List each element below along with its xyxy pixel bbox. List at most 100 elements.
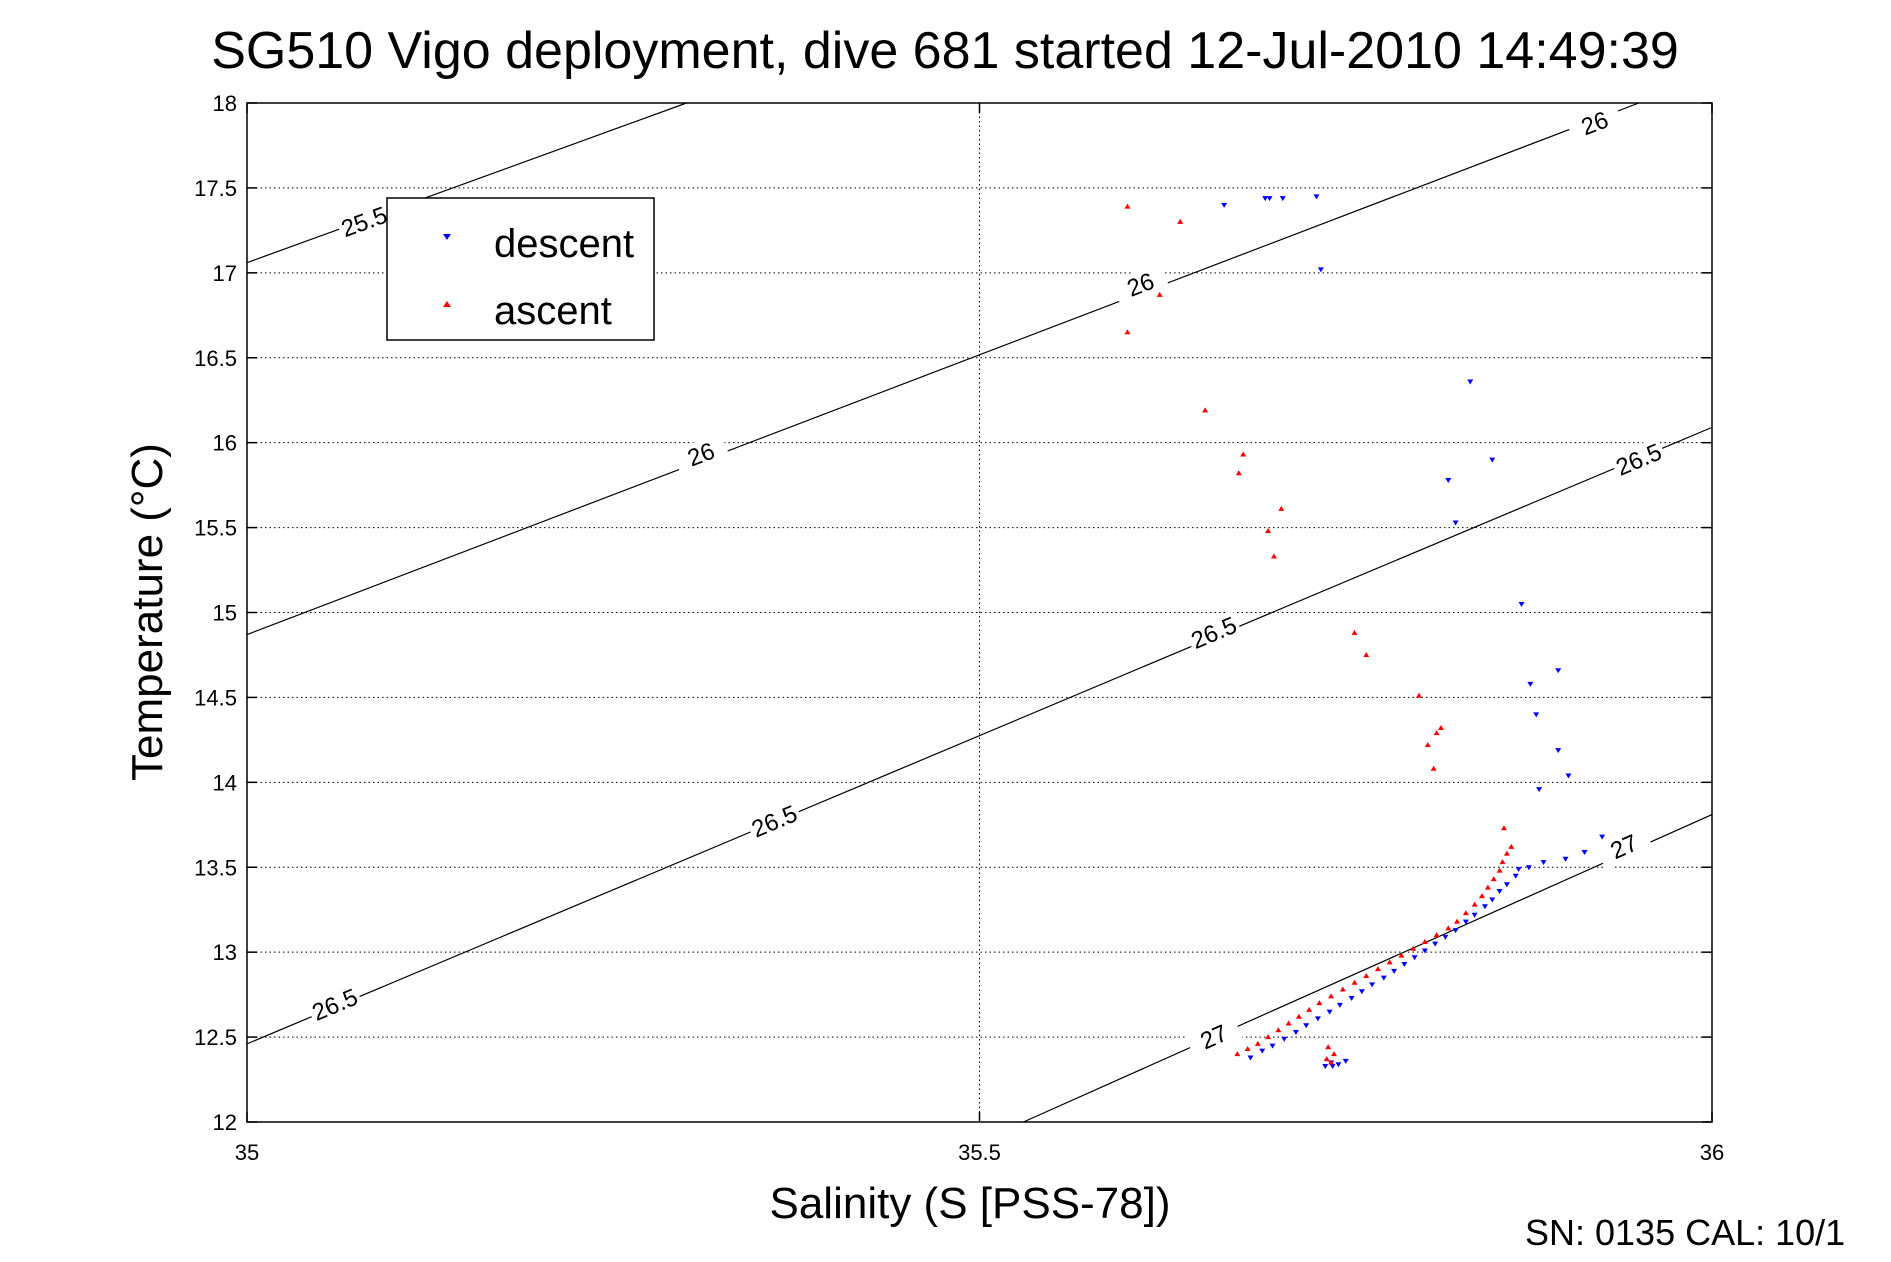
contour-label: 25.5	[338, 202, 391, 243]
descent-point	[1269, 1043, 1276, 1049]
ascent-point	[1445, 925, 1452, 931]
x-tick-label: 35.5	[958, 1140, 1001, 1165]
legend-ascent-label: ascent	[494, 289, 612, 333]
descent-point	[1445, 478, 1452, 484]
ascent-point	[1244, 1045, 1251, 1051]
contour-label-bg	[1565, 101, 1625, 146]
y-tick-label: 12	[213, 1110, 237, 1135]
descent-point	[1358, 989, 1365, 995]
descent-point	[1471, 912, 1478, 918]
contour-label-bg	[1111, 262, 1170, 308]
descent-point	[1421, 948, 1428, 954]
contour-line-26.5	[246, 426, 1713, 1045]
data-points	[1124, 194, 1606, 1069]
legend: descent ascent	[386, 197, 655, 341]
ascent-point	[1421, 938, 1428, 944]
descent-point	[1329, 1063, 1336, 1069]
descent-point	[1527, 681, 1534, 687]
ascent-point	[1398, 952, 1405, 958]
ascent-point	[1433, 730, 1440, 736]
descent-point	[1314, 1016, 1321, 1022]
ascent-point	[1363, 651, 1370, 657]
y-tick-label: 15.5	[194, 516, 237, 541]
ascent-point	[1234, 1051, 1241, 1057]
serial-cal-footer: SN: 0135 CAL: 10/1	[1525, 1212, 1845, 1253]
descent-point	[1342, 1058, 1349, 1064]
ascent-point	[1410, 945, 1417, 951]
ascent-point	[1156, 291, 1163, 297]
descent-point	[1348, 996, 1355, 1002]
ascent-point	[1386, 959, 1393, 965]
descent-point	[1432, 941, 1439, 947]
contour-label: 26.5	[308, 984, 362, 1027]
descent-point	[1262, 196, 1269, 202]
descent-point	[1503, 882, 1510, 888]
y-tick-label: 14	[213, 770, 237, 795]
y-tick-label: 16.5	[194, 346, 237, 371]
ascent-point	[1351, 629, 1358, 635]
ascent-point	[1240, 451, 1247, 457]
contour-label-bg	[1184, 1013, 1244, 1061]
x-axis-ticks: 35 35.5 36	[235, 103, 1724, 1165]
ascent-point	[1416, 692, 1422, 698]
contour-label-bg	[671, 432, 731, 477]
descent-point	[1496, 889, 1503, 895]
descent-point	[1536, 787, 1543, 793]
y-tick-label: 17.5	[194, 176, 237, 201]
contour-label-bg	[305, 981, 365, 1028]
ascent-point	[1462, 910, 1469, 916]
descent-point	[1380, 975, 1387, 981]
descent-point	[1247, 1055, 1254, 1061]
descent-point	[1442, 934, 1449, 940]
descent-point	[1281, 1036, 1288, 1042]
contour-label-bg	[745, 798, 804, 845]
ascent-point	[1471, 901, 1478, 907]
descent-point	[1565, 773, 1572, 779]
descent-point	[1555, 748, 1562, 754]
ascent-point	[1433, 932, 1440, 938]
descent-point	[1540, 860, 1547, 866]
ascent-point	[1484, 884, 1491, 890]
ascent-point	[1270, 553, 1277, 559]
ascent-point	[1295, 1013, 1302, 1019]
grid-lines	[247, 103, 1712, 1122]
ascent-point	[1331, 1051, 1338, 1057]
ascent-point	[1202, 407, 1209, 413]
legend-box	[386, 197, 655, 341]
y-axis-ticks: 12 12.5 13 13.5 14 14.5 15 15.5 16 16.5 17 17.5 18	[194, 91, 1712, 1135]
ascent-point	[1265, 527, 1272, 533]
y-axis-label: Temperature (°C)	[123, 443, 172, 781]
ascent-point	[1323, 1056, 1330, 1062]
descent-point	[1562, 856, 1569, 862]
ascent-point	[1490, 876, 1497, 882]
ascent-point	[1508, 843, 1515, 849]
ascent-point	[1328, 1059, 1335, 1065]
ascent-point	[1496, 867, 1503, 873]
ascent-point	[1339, 986, 1346, 992]
descent-point	[1452, 520, 1459, 526]
descent-point	[1326, 1009, 1333, 1015]
ascent-point	[1124, 329, 1131, 335]
ascent-point	[1363, 972, 1370, 978]
ascent-point	[1177, 218, 1184, 224]
descent-point	[1266, 196, 1273, 202]
ascent-point	[1275, 1027, 1282, 1033]
descent-point	[1335, 1062, 1342, 1068]
descent-point	[1313, 194, 1320, 200]
ascent-point	[1478, 893, 1485, 899]
descent-point	[1221, 202, 1228, 208]
y-tick-label: 16	[213, 431, 237, 456]
legend-descent-label: descent	[494, 222, 634, 266]
y-tick-label: 12.5	[194, 1025, 237, 1050]
descent-point	[1467, 379, 1474, 385]
y-tick-label: 13.5	[194, 855, 237, 880]
legend-descent-marker	[443, 234, 451, 240]
y-tick-label: 18	[213, 91, 237, 116]
descent-point	[1259, 1048, 1266, 1054]
ascent-point	[1500, 825, 1507, 831]
x-axis-label: Salinity (S [PSS-78])	[769, 1179, 1170, 1228]
ascent-point	[1503, 850, 1510, 856]
descent-point	[1391, 968, 1398, 974]
y-tick-label: 17	[213, 261, 237, 286]
